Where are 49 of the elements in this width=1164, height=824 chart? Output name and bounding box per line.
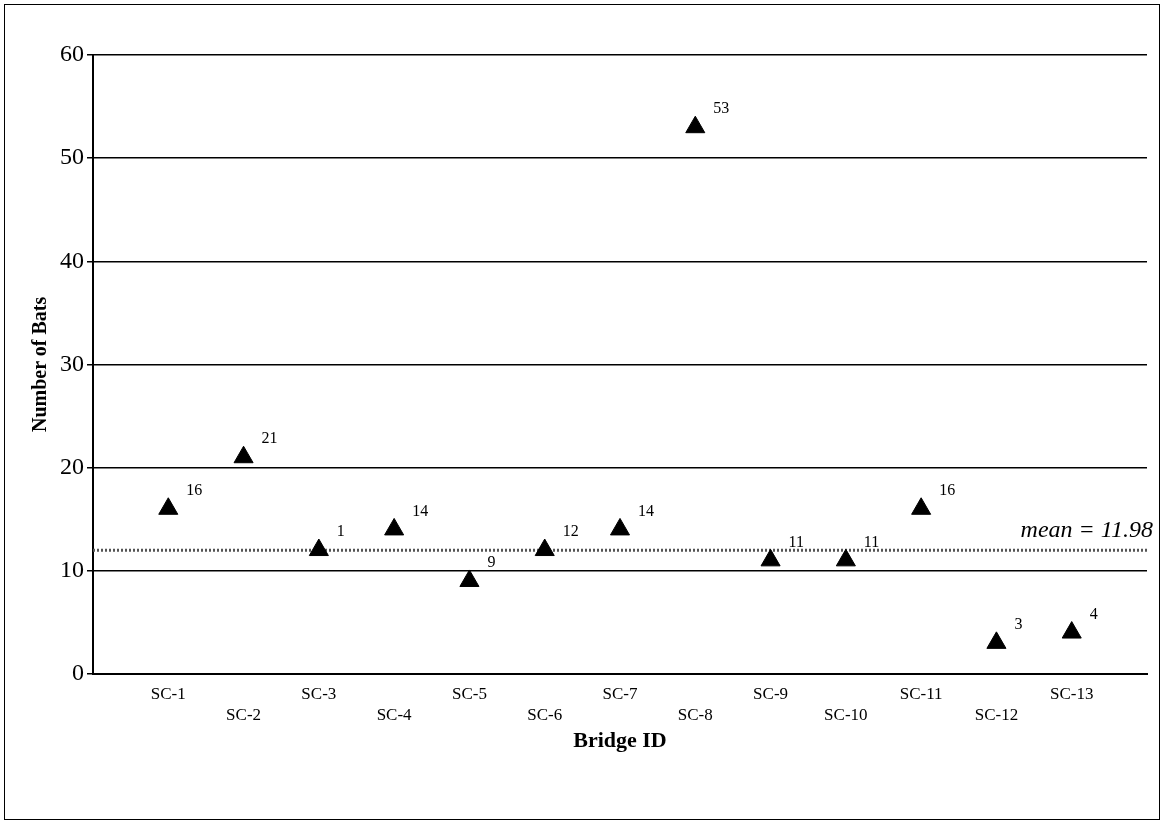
y-tick-label: 50	[60, 143, 84, 170]
x-tick-label: SC-6	[527, 704, 563, 724]
x-axis-title: Bridge ID	[573, 727, 667, 753]
data-label: 53	[713, 99, 730, 117]
point	[308, 538, 329, 557]
x-tick-label: SC-9	[753, 684, 789, 704]
point	[760, 548, 781, 567]
point	[1061, 621, 1082, 639]
data-label: 14	[638, 501, 654, 519]
x-tick-label: SC-11	[899, 684, 943, 704]
y-tick-label: 30	[60, 349, 84, 376]
x-tick-label: SC-12	[974, 704, 1019, 724]
data-label: 9	[487, 553, 496, 571]
y-axis-title: Number of Bats	[28, 296, 51, 432]
point	[911, 497, 932, 515]
y-tick-label: 60	[60, 40, 84, 67]
annotation: 1	[336, 522, 345, 540]
data-label: 16	[186, 480, 203, 498]
x-tick-label: SC-2	[226, 704, 262, 724]
data-label: 21	[261, 429, 278, 447]
x-tick-label: SC-7	[602, 684, 638, 704]
point	[609, 517, 631, 536]
x-tick-label: SC-3	[301, 684, 337, 704]
data-label: 4	[1089, 604, 1098, 622]
y-tick-label: 10	[60, 555, 84, 582]
y-tick-label: 20	[60, 452, 84, 479]
x-tick-label: SC-1	[150, 684, 186, 704]
point	[233, 445, 254, 464]
data-label: 3	[1014, 615, 1023, 633]
x-tick-label: SC-8	[677, 704, 713, 724]
x-tick-label: SC-10	[824, 704, 868, 724]
x-tick-label: SC-4	[376, 704, 413, 724]
y-tick-label: 0	[72, 659, 84, 686]
ref-line-label: mean = 11.98	[1020, 515, 1153, 542]
point	[384, 517, 405, 536]
y-tick-label: 40	[60, 246, 84, 273]
point	[685, 115, 706, 134]
data-label: 11	[788, 532, 804, 550]
point	[459, 569, 480, 587]
point	[534, 538, 555, 557]
data-label: 12	[562, 522, 579, 540]
data-label: 11	[863, 532, 880, 550]
data-label: 16	[939, 480, 956, 498]
point	[158, 497, 179, 515]
point	[835, 548, 856, 567]
point	[986, 631, 1007, 649]
x-tick-label: SC-5	[451, 684, 487, 704]
x-tick-label: SC-13	[1049, 684, 1094, 704]
data-label: 14	[412, 501, 429, 519]
